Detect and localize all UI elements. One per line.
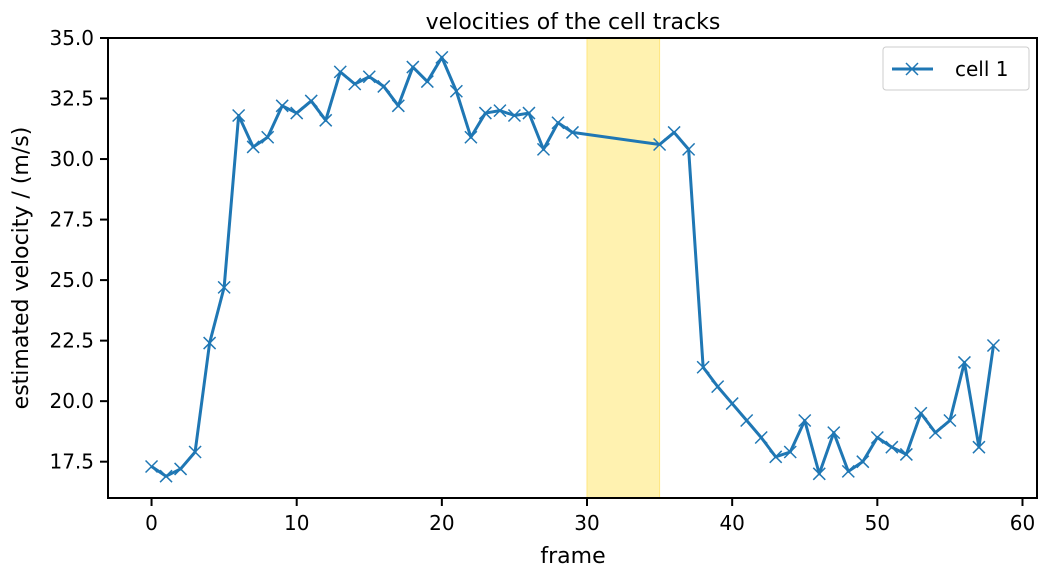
data-point bbox=[696, 360, 710, 374]
data-point bbox=[420, 75, 434, 89]
y-tick-label: 35.0 bbox=[49, 26, 94, 50]
data-point bbox=[841, 464, 855, 478]
data-point bbox=[507, 108, 521, 123]
data-point bbox=[391, 99, 405, 113]
data-point bbox=[232, 108, 246, 123]
x-tick-label: 10 bbox=[284, 511, 309, 535]
data-point bbox=[943, 413, 957, 428]
y-axis-label: estimated velocity / (m/s) bbox=[9, 127, 34, 410]
data-point bbox=[261, 130, 275, 144]
y-tick-label: 27.5 bbox=[49, 208, 94, 232]
data-point bbox=[827, 426, 841, 440]
data-point bbox=[565, 125, 580, 139]
data-point bbox=[217, 280, 231, 294]
chart-title: velocities of the cell tracks bbox=[426, 10, 721, 35]
data-point bbox=[812, 467, 826, 481]
data-point bbox=[493, 104, 507, 118]
data-point bbox=[174, 462, 188, 476]
x-tick-label: 50 bbox=[865, 511, 890, 535]
y-tick-label: 25.0 bbox=[49, 268, 94, 292]
y-tick-label: 32.5 bbox=[49, 87, 94, 111]
x-axis-ticks: 0 10 20 30 40 50 60 bbox=[145, 498, 1035, 535]
legend-label: cell 1 bbox=[955, 57, 1009, 81]
data-point bbox=[667, 125, 681, 139]
data-point bbox=[957, 355, 971, 369]
y-tick-label: 22.5 bbox=[49, 329, 94, 353]
data-point bbox=[275, 99, 289, 113]
data-point bbox=[319, 113, 333, 127]
data-point bbox=[769, 450, 783, 464]
data-point bbox=[986, 338, 1000, 353]
data-point bbox=[754, 430, 768, 445]
data-point bbox=[159, 469, 173, 483]
data-point bbox=[653, 137, 667, 152]
x-tick-label: 20 bbox=[429, 511, 454, 535]
legend-box bbox=[882, 46, 1030, 91]
y-tick-label: 30.0 bbox=[49, 147, 94, 171]
data-point bbox=[783, 445, 797, 459]
data-point bbox=[711, 380, 725, 394]
data-point bbox=[290, 106, 304, 120]
data-point bbox=[725, 397, 739, 411]
legend: cell 1 bbox=[882, 46, 1030, 91]
data-point bbox=[522, 106, 536, 120]
data-point bbox=[870, 430, 884, 445]
data-point bbox=[682, 142, 696, 156]
data-point bbox=[536, 142, 550, 156]
data-point bbox=[406, 60, 420, 74]
x-tick-label: 0 bbox=[145, 511, 158, 535]
data-point bbox=[798, 413, 812, 428]
x-tick-label: 40 bbox=[719, 511, 744, 535]
data-point bbox=[362, 70, 376, 84]
data-point bbox=[145, 459, 159, 474]
x-tick-label: 30 bbox=[574, 511, 599, 535]
series-line bbox=[150, 55, 995, 478]
data-point bbox=[435, 50, 449, 64]
data-point bbox=[914, 406, 928, 420]
data-point bbox=[885, 440, 899, 454]
legend-marker bbox=[905, 62, 919, 76]
data-point bbox=[899, 447, 913, 461]
data-point bbox=[464, 130, 478, 144]
data-point bbox=[377, 79, 391, 93]
data-point bbox=[856, 455, 870, 469]
data-point bbox=[478, 106, 492, 120]
data-point bbox=[348, 77, 362, 91]
data-point bbox=[333, 65, 347, 79]
data-point bbox=[928, 426, 942, 440]
data-point bbox=[246, 140, 260, 154]
x-axis-label: frame bbox=[540, 544, 605, 569]
data-point bbox=[972, 440, 986, 454]
x-tick-label: 60 bbox=[1010, 511, 1035, 535]
data-point bbox=[551, 116, 565, 130]
data-point bbox=[203, 336, 217, 350]
data-point bbox=[740, 413, 754, 428]
data-point bbox=[304, 94, 318, 108]
series-group bbox=[145, 50, 1000, 483]
y-axis-ticks: 17.5 20.0 22.5 25.0 27.5 30.0 32.5 35.0 bbox=[49, 26, 108, 474]
data-point bbox=[188, 445, 202, 459]
data-point bbox=[449, 84, 463, 98]
y-tick-label: 20.0 bbox=[49, 389, 94, 413]
highlight-span bbox=[586, 37, 661, 499]
plot-frame bbox=[107, 37, 1038, 499]
y-tick-label: 17.5 bbox=[49, 450, 94, 474]
